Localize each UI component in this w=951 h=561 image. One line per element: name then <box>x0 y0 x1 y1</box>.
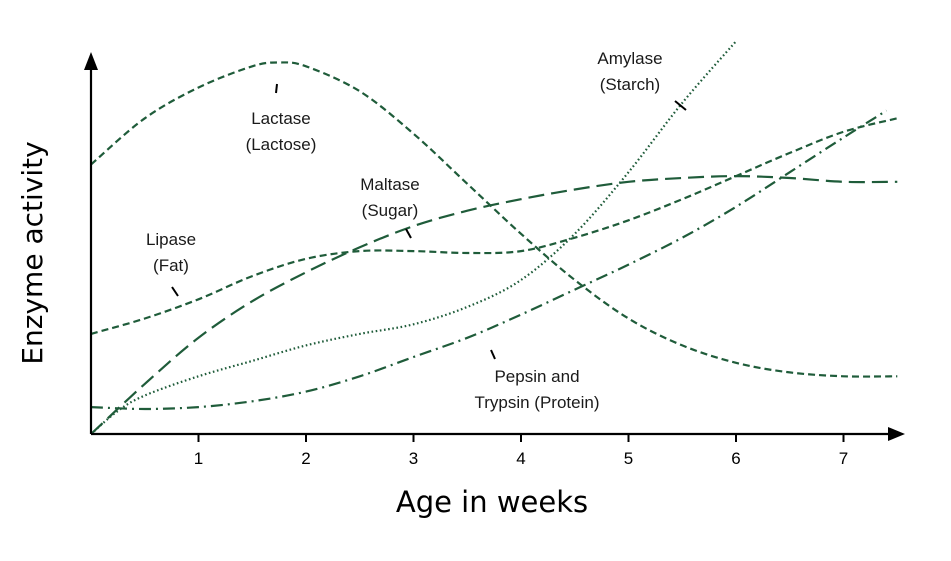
x-tick-label: 1 <box>194 449 203 468</box>
y-axis-title: Enzyme activity <box>16 141 49 364</box>
series-lines <box>90 40 898 435</box>
series-label-line: Maltase <box>360 175 420 194</box>
x-tick-label: 4 <box>516 449 525 468</box>
series-line-1 <box>90 40 737 435</box>
series-line-0 <box>90 61 898 378</box>
series-label-0: Lactase (Lactose) <box>246 109 317 154</box>
series-line-4 <box>90 109 888 411</box>
x-tick-label: 6 <box>731 449 740 468</box>
series-line-2 <box>90 174 898 435</box>
series-label-line: Lactase <box>251 109 311 128</box>
series-label-4: Pepsin and Trypsin (Protein) <box>474 367 599 412</box>
series-label-3: Lipase (Fat) <box>146 230 196 275</box>
series-label-line: Amylase <box>597 49 662 68</box>
series-label-2: Maltase (Sugar) <box>360 175 420 220</box>
series-label-line: (Fat) <box>153 256 189 275</box>
label-leader-line <box>171 286 179 297</box>
series-label-line: (Lactose) <box>246 135 317 154</box>
series-label-line: (Sugar) <box>362 201 419 220</box>
x-axis-ticks: 1 2 3 4 5 6 7 <box>194 434 848 468</box>
x-axis-arrow <box>888 427 905 441</box>
x-tick-label: 3 <box>409 449 418 468</box>
x-tick-label: 2 <box>301 449 310 468</box>
series-label-line: Pepsin and <box>494 367 579 386</box>
series-labels: Lactase (Lactose) Amylase (Starch) Maltase (S… <box>146 49 687 412</box>
series-line-3 <box>90 117 898 335</box>
label-leader-line <box>405 228 412 239</box>
series-label-1: Amylase (Starch) <box>597 49 662 94</box>
series-label-line: Trypsin (Protein) <box>474 393 599 412</box>
label-leader-line <box>490 349 496 360</box>
x-axis-title: Age in weeks <box>396 485 588 519</box>
x-tick-label: 7 <box>839 449 848 468</box>
series-label-line: (Starch) <box>600 75 660 94</box>
y-axis-arrow <box>84 52 98 70</box>
series-label-line: Lipase <box>146 230 196 249</box>
label-leader-line <box>275 83 278 94</box>
x-tick-label: 5 <box>624 449 633 468</box>
label-leader-line <box>674 100 687 111</box>
